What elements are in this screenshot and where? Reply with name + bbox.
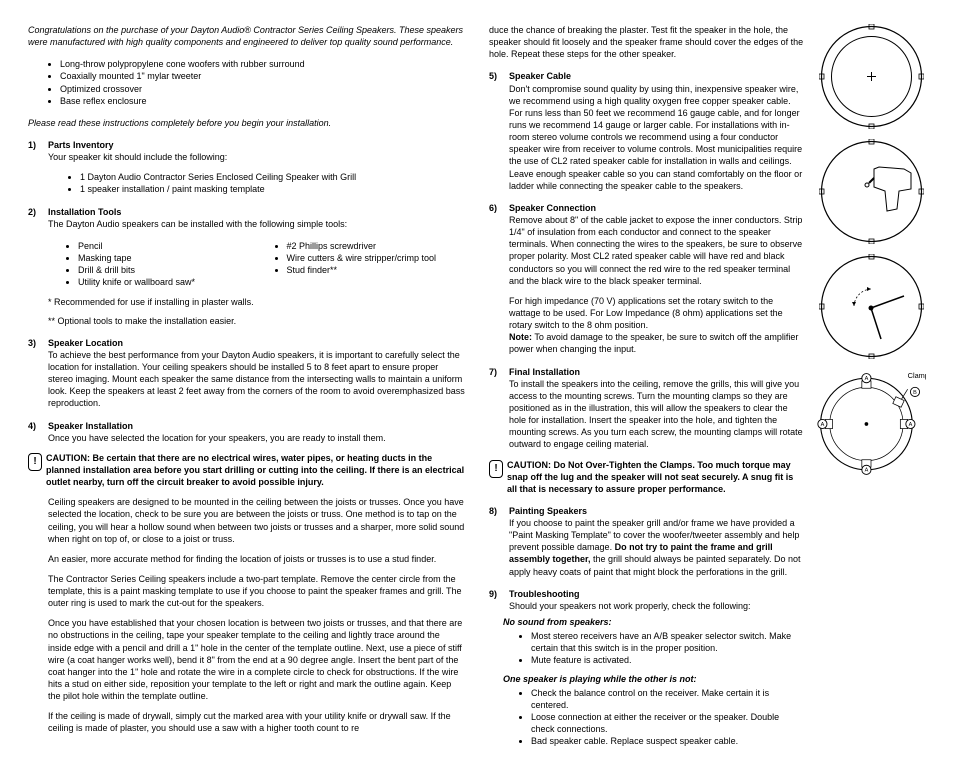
- list-item: Check the balance control on the receive…: [531, 687, 804, 711]
- caution-icon: !: [28, 453, 42, 471]
- section-number: 7): [489, 366, 509, 378]
- section-number: 8): [489, 505, 509, 517]
- section-title: Speaker Connection: [509, 202, 596, 214]
- list-item: Stud finder**: [287, 264, 466, 276]
- list-item: Loose connection at either the receiver …: [531, 711, 804, 735]
- section-title: Speaker Installation: [48, 420, 133, 432]
- section-number: 6): [489, 202, 509, 214]
- section-lead: The Dayton Audio speakers can be install…: [48, 218, 465, 230]
- section-number: 5): [489, 70, 509, 82]
- feature-list: Long-throw polypropylene cone woofers wi…: [28, 58, 465, 107]
- trouble-list: Most stereo receivers have an A/B speake…: [489, 630, 804, 666]
- note-label: Note:: [509, 332, 532, 342]
- read-note: Please read these instructions completel…: [28, 117, 465, 129]
- section-body: Once you have established that your chos…: [48, 617, 465, 702]
- section-body: If the ceiling is made of drywall, simpl…: [48, 710, 465, 734]
- note-text: To avoid damage to the speaker, be sure …: [509, 332, 798, 354]
- list-item: Optimized crossover: [60, 83, 465, 95]
- figure-drill: [819, 139, 924, 244]
- section-title: Speaker Cable: [509, 70, 571, 82]
- figure-wire-bend: [819, 254, 924, 359]
- section-parts-inventory: 1) Parts Inventory Your speaker kit shou…: [28, 139, 465, 196]
- caution-block: ! CAUTION: Be certain that there are no …: [28, 452, 465, 488]
- list-item: Base reflex enclosure: [60, 95, 465, 107]
- section-body: For high impedance (70 V) applications s…: [509, 295, 804, 356]
- section-number: 4): [28, 420, 48, 432]
- list-item: 1 speaker installation / paint masking t…: [80, 183, 465, 195]
- svg-text:A: A: [821, 422, 825, 428]
- caution-icon: !: [489, 460, 503, 478]
- caution-text: CAUTION: Be certain that there are no el…: [46, 452, 465, 488]
- list-item: Coaxially mounted 1" mylar tweeter: [60, 70, 465, 82]
- list-item: Bad speaker cable. Replace suspect speak…: [531, 735, 804, 747]
- section-lead: Once you have selected the location for …: [48, 432, 465, 444]
- list-item: Masking tape: [78, 252, 257, 264]
- list-item: Drill & drill bits: [78, 264, 257, 276]
- footnote: * Recommended for use if installing in p…: [48, 296, 465, 308]
- trouble-subhead: One speaker is playing while the other i…: [503, 673, 804, 685]
- svg-text:A: A: [865, 468, 869, 474]
- svg-text:A: A: [865, 376, 869, 382]
- section-title: Installation Tools: [48, 206, 121, 218]
- svg-text:B: B: [913, 390, 917, 396]
- section-title: Final Installation: [509, 366, 580, 378]
- figure-clamps: Clamps A A A A: [816, 369, 926, 479]
- section-body: Ceiling speakers are designed to be moun…: [48, 496, 465, 545]
- section-speaker-cable: 5) Speaker Cable Don't compromise sound …: [489, 70, 804, 191]
- section-title: Speaker Location: [48, 337, 123, 349]
- section-title: Troubleshooting: [509, 588, 580, 600]
- section-troubleshooting: 9) Troubleshooting Should your speakers …: [489, 588, 804, 748]
- section-body: Remove about 8" of the cable jacket to e…: [509, 214, 804, 287]
- section-final-installation: 7) Final Installation To install the spe…: [489, 366, 804, 495]
- section-body: The Contractor Series Ceiling speakers i…: [48, 573, 465, 609]
- caution-block: ! CAUTION: Do Not Over-Tighten the Clamp…: [489, 459, 804, 495]
- section-title: Parts Inventory: [48, 139, 114, 151]
- parts-list: 1 Dayton Audio Contractor Series Enclose…: [48, 171, 465, 195]
- section-body: To install the speakers into the ceiling…: [509, 378, 804, 451]
- clamps-label: Clamps: [908, 371, 926, 380]
- section-number: 9): [489, 588, 509, 600]
- section-title: Painting Speakers: [509, 505, 587, 517]
- section-lead: Your speaker kit should include the foll…: [48, 151, 465, 163]
- section-speaker-connection: 6) Speaker Connection Remove about 8" of…: [489, 202, 804, 356]
- column-right: duce the chance of breaking the plaster.…: [489, 24, 926, 757]
- footnote: ** Optional tools to make the installati…: [48, 315, 465, 327]
- section-body: If you choose to paint the speaker grill…: [509, 517, 804, 578]
- section-lead: Should your speakers not work properly, …: [509, 600, 804, 612]
- intro-text: Congratulations on the purchase of your …: [28, 24, 465, 48]
- section-body: An easier, more accurate method for find…: [48, 553, 465, 565]
- section-speaker-location: 3) Speaker Location To achieve the best …: [28, 337, 465, 410]
- svg-text:A: A: [909, 422, 913, 428]
- section-number: 3): [28, 337, 48, 349]
- list-item: Mute feature is activated.: [531, 654, 804, 666]
- list-item: 1 Dayton Audio Contractor Series Enclose…: [80, 171, 465, 183]
- section-installation-tools: 2) Installation Tools The Dayton Audio s…: [28, 206, 465, 327]
- list-item: Utility knife or wallboard saw*: [78, 276, 257, 288]
- page: Congratulations on the purchase of your …: [28, 24, 926, 757]
- section-number: 1): [28, 139, 48, 151]
- section-body: duce the chance of breaking the plaster.…: [489, 24, 804, 60]
- trouble-list: Check the balance control on the receive…: [489, 687, 804, 748]
- figure-template-ring: [819, 24, 924, 129]
- list-item: Most stereo receivers have an A/B speake…: [531, 630, 804, 654]
- section-number: 2): [28, 206, 48, 218]
- figures-column: Clamps A A A A: [816, 24, 926, 757]
- column-left: Congratulations on the purchase of your …: [28, 24, 465, 757]
- section-body: Don't compromise sound quality by using …: [509, 83, 804, 192]
- tools-columns: Pencil Masking tape Drill & drill bits U…: [48, 238, 465, 291]
- list-item: Pencil: [78, 240, 257, 252]
- section-body: To achieve the best performance from you…: [48, 349, 465, 410]
- text: For high impedance (70 V) applications s…: [509, 296, 783, 330]
- trouble-subhead: No sound from speakers:: [503, 616, 804, 628]
- list-item: Wire cutters & wire stripper/crimp tool: [287, 252, 466, 264]
- caution-text: CAUTION: Do Not Over-Tighten the Clamps.…: [507, 459, 804, 495]
- list-item: #2 Phillips screwdriver: [287, 240, 466, 252]
- section-speaker-installation: 4) Speaker Installation Once you have se…: [28, 420, 465, 735]
- list-item: Long-throw polypropylene cone woofers wi…: [60, 58, 465, 70]
- column-right-text: duce the chance of breaking the plaster.…: [489, 24, 804, 757]
- section-painting-speakers: 8) Painting Speakers If you choose to pa…: [489, 505, 804, 578]
